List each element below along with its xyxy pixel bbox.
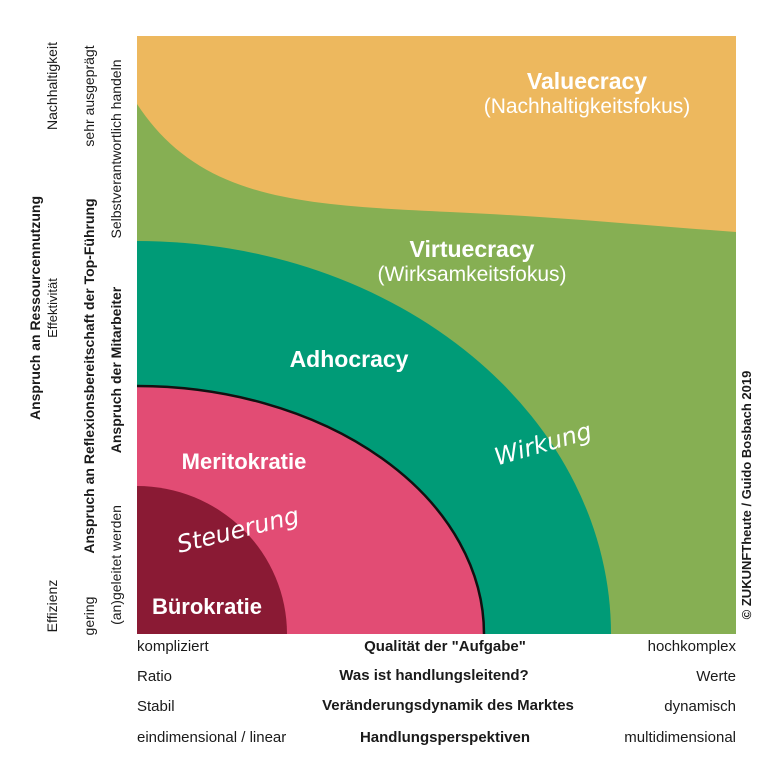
x-axis-market-low: Stabil	[137, 698, 175, 715]
x-axis-market-title: Veränderungsdynamik des Marktes	[322, 697, 574, 714]
y-axis-reflection-high: sehr ausgeprägt	[81, 45, 97, 146]
virtuecracy-title: Virtuecracy	[410, 236, 535, 262]
y-axis-staff-low: (an)geleitet werden	[108, 505, 124, 625]
meritokratie-title: Meritokratie	[182, 449, 307, 474]
x-axis-task-low: kompliziert	[137, 638, 210, 655]
x-axis-market-high: dynamisch	[664, 698, 736, 715]
y-axis-resource-low: Effizienz	[44, 580, 60, 633]
meritokratie-boundary-line	[136, 384, 486, 635]
x-axis-perspective-title: Handlungsperspektiven	[360, 729, 530, 746]
y-axis-resource-high: Nachhaltigkeit	[44, 42, 60, 130]
y-axis-reflection-title: Anspruch an Reflexionsbereitschaft der T…	[81, 198, 97, 553]
x-axis-perspective-high: multidimensional	[624, 729, 736, 746]
x-axis-guiding-low: Ratio	[137, 668, 172, 685]
valuecracy-subtitle: (Nachhaltigkeitsfokus)	[484, 95, 691, 118]
x-axis-guiding-title: Was ist handlungsleitend?	[339, 667, 528, 684]
valuecracy-title: Valuecracy	[527, 68, 647, 94]
y-axis-resource-mid: Effektivität	[45, 278, 60, 338]
y-axis-resource-title: Anspruch an Ressourcennutzung	[27, 196, 43, 420]
x-axis-task-title: Qualität der "Aufgabe"	[364, 638, 526, 655]
buerokratie-zone	[137, 486, 287, 634]
y-axis-staff-high: Selbstverantwortlich handeln	[108, 60, 124, 239]
buerokratie-title: Bürokratie	[152, 594, 262, 619]
y-axis-staff-title: Anspruch der Mitarbeiter	[108, 286, 124, 453]
x-axis-guiding-high: Werte	[696, 668, 736, 685]
x-axis-perspective-low: eindimensional / linear	[137, 729, 286, 746]
adhocracy-title: Adhocracy	[290, 346, 409, 372]
copyright-notice: © ZUKUNFTheute / Guido Bosbach 2019	[739, 371, 754, 620]
virtuecracy-subtitle: (Wirksamkeitsfokus)	[377, 263, 566, 286]
y-axis-reflection-low: gering	[81, 597, 97, 636]
x-axis-task-high: hochkomplex	[648, 638, 737, 655]
